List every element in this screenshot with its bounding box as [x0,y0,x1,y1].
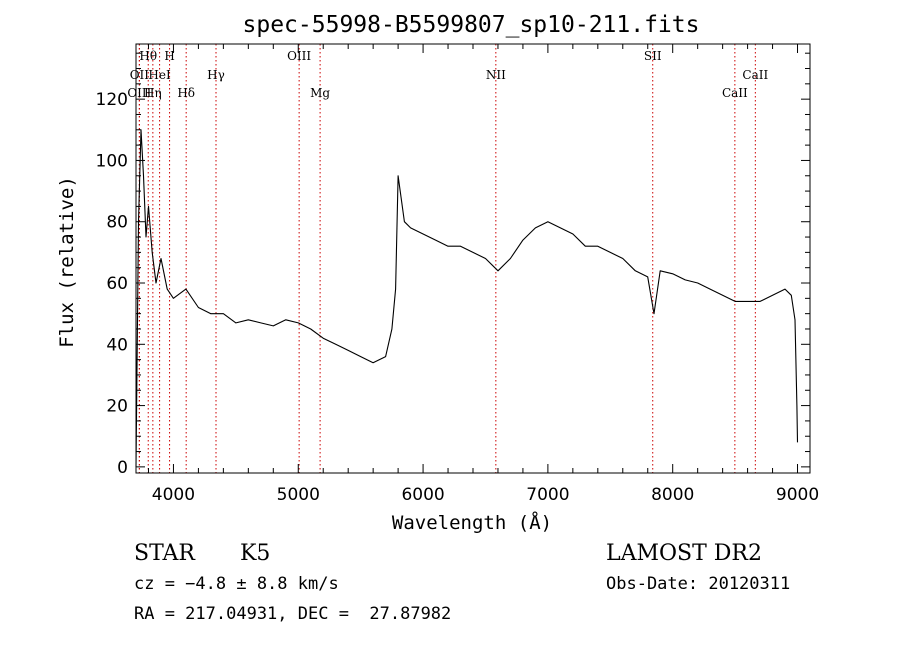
x-axis: 4000 5000 6000 7000 8000 9000 [147,44,819,505]
spectral-line-label: Mg [310,86,330,100]
x-tick-label: 6000 [401,485,444,505]
x-tick-label: 5000 [277,485,320,505]
spectral-line-label: NII [486,68,506,82]
spectral-line-label: Hθ [139,49,157,63]
x-tick-label: 4000 [152,485,195,505]
y-axis: 0 20 40 60 80 100 120 [96,52,810,478]
observation-date: Obs-Date: 20120311 [606,574,790,594]
x-axis-label: Wavelength (Å) [392,511,552,534]
coordinates: RA = 217.04931, DEC = 27.87982 [134,604,451,624]
spectral-line-label: Hγ [207,68,225,82]
y-tick-label: 20 [106,397,128,417]
x-tick-label: 7000 [526,485,569,505]
spectral-line-label: Hδ [177,86,195,100]
chart-title: spec-55998-B5599807_sp10-211.fits [243,12,700,38]
x-tick-label: 9000 [776,485,819,505]
x-tick-label: 8000 [651,485,694,505]
plot-frame [135,43,811,474]
spectrum-series-line [135,129,799,467]
velocity: cz = −4.8 ± 8.8 km/s [134,574,339,594]
spectral-line-label: OIII [287,49,311,63]
spectral-line-label: HeI [148,68,171,82]
spectral-line-label: Hη [144,86,162,100]
spectral-line-label: H [164,49,174,63]
y-tick-label: 60 [106,274,128,294]
y-tick-label: 120 [96,90,128,110]
survey-name: LAMOST DR2 [606,541,762,566]
spectral-line-label: OII [130,68,150,82]
spectral-line-label: CaII [722,86,748,100]
subclass: K5 [240,541,270,566]
y-tick-label: 40 [106,335,128,355]
y-axis-label: Flux (relative) [56,176,78,348]
spectral-line-label: OIII [127,86,151,100]
y-tick-label: 100 [96,151,128,171]
y-tick-label: 80 [106,213,128,233]
object-class: STAR [134,541,196,566]
spectral-line-markers [138,44,756,473]
spectral-line-label: SII [644,49,662,63]
spectral-line-label: CaII [742,68,768,82]
y-tick-label: 0 [117,458,128,478]
